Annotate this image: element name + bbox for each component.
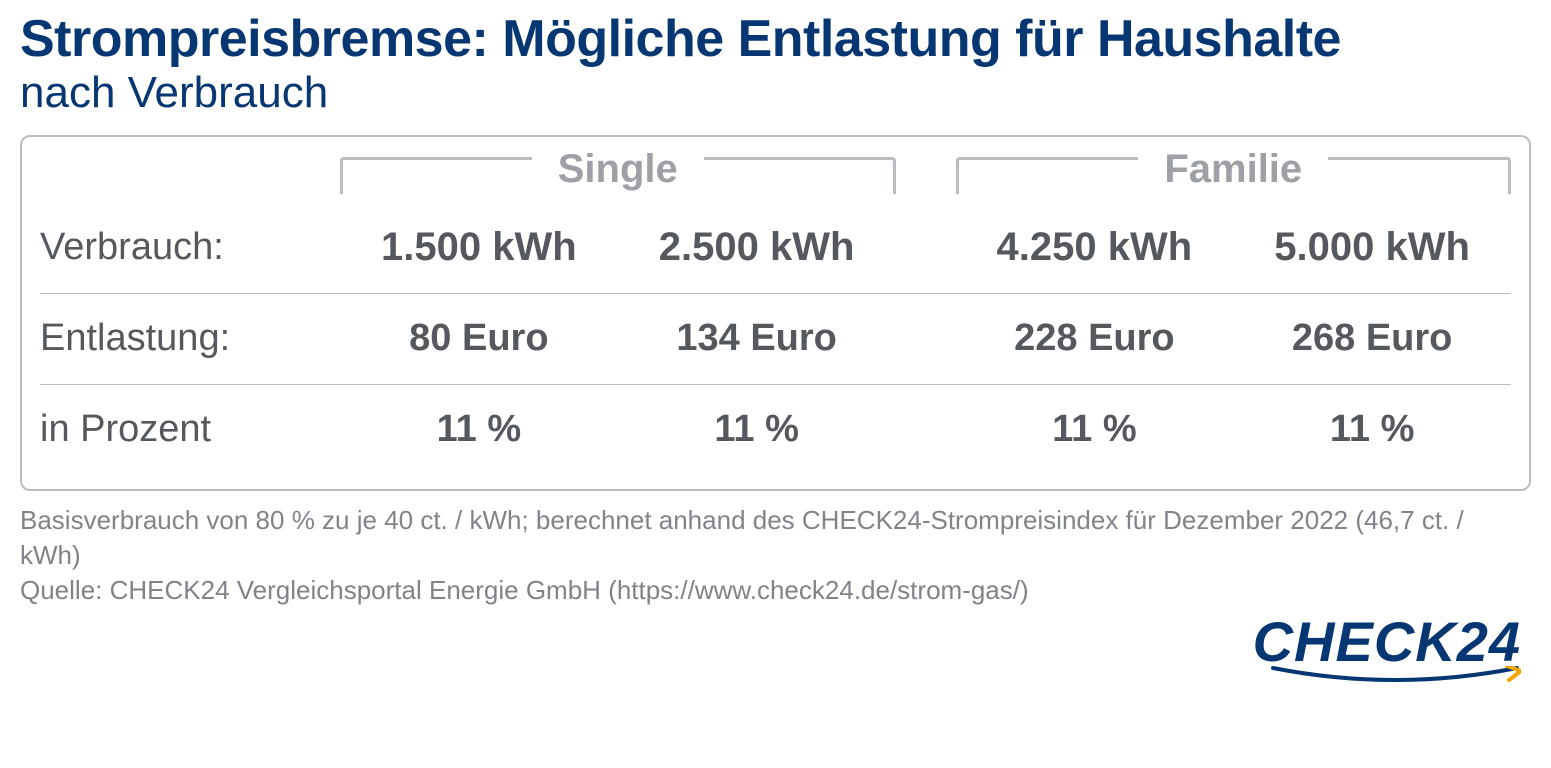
group-label-single: Single: [532, 147, 704, 192]
group-label-familie: Familie: [1138, 147, 1328, 192]
group-familie: Familie: [956, 149, 1512, 203]
page-title: Strompreisbremse: Mögliche Entlastung fü…: [20, 12, 1531, 67]
group-header-row: Single Familie: [40, 149, 1511, 203]
bracket-right-icon: [1328, 157, 1511, 194]
cell-consumption-1: 2.500 kWh: [618, 225, 896, 270]
cell-consumption-2: 4.250 kWh: [956, 225, 1234, 270]
row-relief: Entlastung: 80 Euro 134 Euro 228 Euro 26…: [40, 293, 1511, 384]
brand-wordmark: CHECK24: [1253, 614, 1521, 670]
cell-percent-1: 11 %: [618, 408, 896, 451]
row-label-consumption: Verbrauch:: [40, 226, 340, 269]
footnotes: Basisverbrauch von 80 % zu je 40 ct. / k…: [20, 503, 1531, 608]
cell-relief-3: 268 Euro: [1233, 317, 1511, 360]
cell-relief-0: 80 Euro: [340, 317, 618, 360]
page-subtitle: nach Verbrauch: [20, 69, 1531, 117]
footnote-line-1: Basisverbrauch von 80 % zu je 40 ct. / k…: [20, 503, 1531, 573]
row-percent: in Prozent 11 % 11 % 11 % 11 %: [40, 384, 1511, 475]
row-consumption: Verbrauch: 1.500 kWh 2.500 kWh 4.250 kWh…: [40, 203, 1511, 293]
cell-percent-0: 11 %: [340, 408, 618, 451]
cell-relief-2: 228 Euro: [956, 317, 1234, 360]
footnote-line-2: Quelle: CHECK24 Vergleichsportal Energie…: [20, 573, 1531, 608]
cell-consumption-3: 5.000 kWh: [1233, 225, 1511, 270]
data-panel: Single Familie Verbrauch: 1.500 kWh 2.50…: [20, 135, 1531, 491]
bracket-right-icon: [704, 157, 896, 194]
brand-logo: CHECK24: [20, 614, 1531, 686]
bracket-left-icon: [340, 157, 532, 194]
group-single: Single: [340, 149, 896, 203]
cell-percent-3: 11 %: [1233, 408, 1511, 451]
cell-relief-1: 134 Euro: [618, 317, 896, 360]
row-label-relief: Entlastung:: [40, 317, 340, 360]
bracket-left-icon: [956, 157, 1139, 194]
cell-percent-2: 11 %: [956, 408, 1234, 451]
row-label-percent: in Prozent: [40, 408, 340, 451]
cell-consumption-0: 1.500 kWh: [340, 225, 618, 270]
